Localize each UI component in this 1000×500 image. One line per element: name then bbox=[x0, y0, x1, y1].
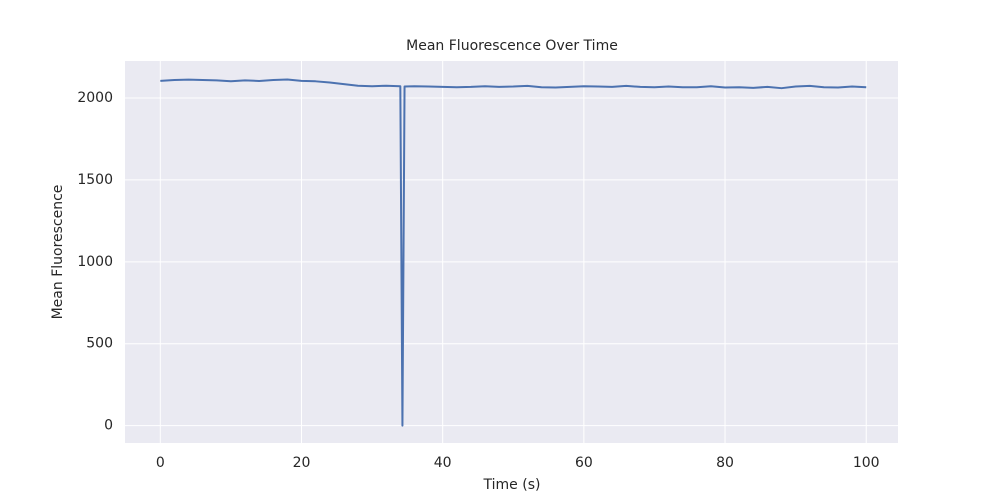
y-tick-label: 2000 bbox=[77, 90, 113, 106]
x-tick-label: 40 bbox=[434, 455, 452, 471]
x-axis-label: Time (s) bbox=[483, 477, 541, 493]
x-tick-label: 60 bbox=[575, 455, 593, 471]
y-tick-label: 0 bbox=[104, 418, 113, 434]
y-tick-label: 1000 bbox=[77, 254, 113, 270]
data-line bbox=[160, 78, 867, 427]
y-axis-label: Mean Fluorescence bbox=[50, 185, 66, 320]
x-tick-label: 80 bbox=[716, 455, 734, 471]
chart-title: Mean Fluorescence Over Time bbox=[406, 38, 618, 54]
x-tick-label: 100 bbox=[853, 455, 880, 471]
y-tick-label: 500 bbox=[86, 336, 113, 352]
x-tick-label: 20 bbox=[293, 455, 311, 471]
x-tick-label: 0 bbox=[156, 455, 165, 471]
y-tick-label: 1500 bbox=[77, 172, 113, 188]
plot-area bbox=[125, 61, 898, 443]
